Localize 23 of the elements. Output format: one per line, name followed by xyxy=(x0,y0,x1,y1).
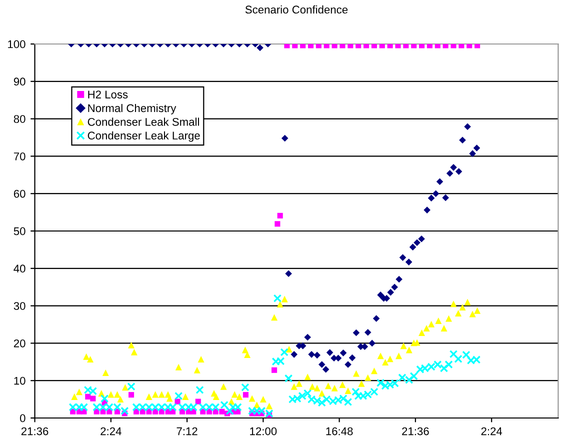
y-tick-label: 40 xyxy=(14,264,26,273)
y-tick-label: 10 xyxy=(14,376,26,385)
legend-label: Normal Chemistry xyxy=(88,104,176,114)
legend-label: Condenser Leak Large xyxy=(88,131,200,142)
y-tick-label: 70 xyxy=(14,152,26,160)
y-tick-label: 60 xyxy=(14,190,26,198)
legend-label: Condenser Leak Small xyxy=(88,118,199,126)
x-tick-label: 2:24 xyxy=(481,427,502,436)
y-tick-label: 80 xyxy=(14,115,26,123)
x-tick-label: 12:00 xyxy=(250,427,277,436)
y-tick-label: 30 xyxy=(14,302,26,310)
x-tick-label: 2:24 xyxy=(100,427,122,436)
x-tick-label: 21:36 xyxy=(21,427,48,436)
x-tick-label: 7:12 xyxy=(176,427,198,436)
legend-label: H2 Loss xyxy=(88,90,128,98)
y-tick-label: 100 xyxy=(8,40,26,48)
y-tick-label: 90 xyxy=(14,78,26,86)
chart-title: Scenario Confidence xyxy=(245,5,348,14)
x-tick-label: 16:48 xyxy=(326,427,353,436)
y-tick-label: 0 xyxy=(20,414,26,422)
y-tick-label: 50 xyxy=(14,227,26,236)
x-tick-label: 21:36 xyxy=(402,427,429,436)
y-tick-label: 20 xyxy=(14,339,26,348)
